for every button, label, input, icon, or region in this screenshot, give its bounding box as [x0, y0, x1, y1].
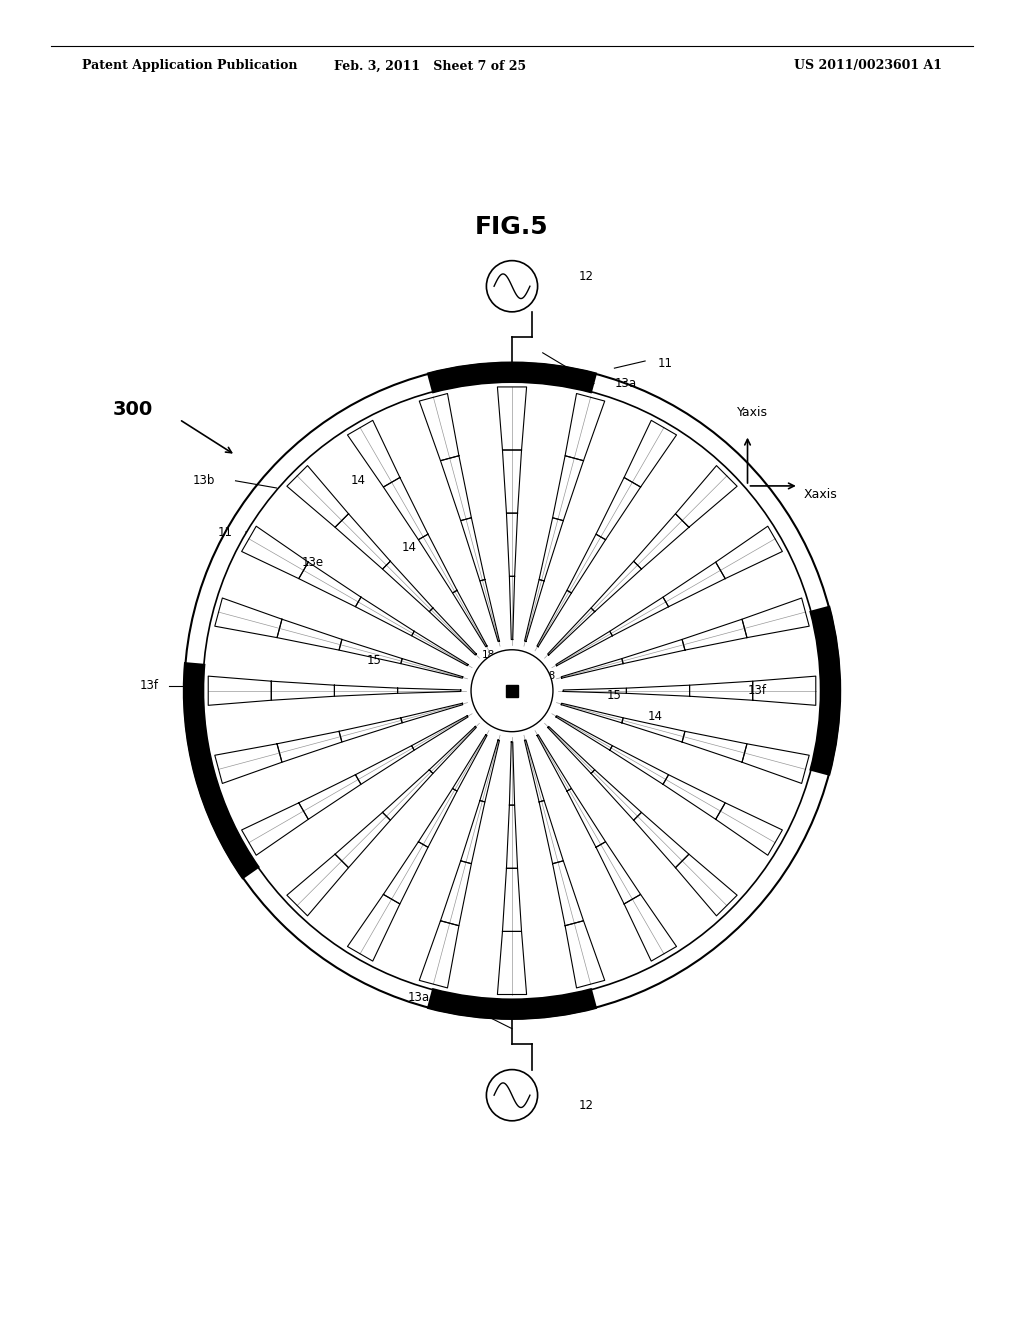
Text: 13f: 13f	[139, 678, 159, 692]
Text: 14: 14	[402, 541, 417, 554]
Text: 13b: 13b	[193, 474, 215, 487]
Text: 15: 15	[367, 653, 381, 667]
Circle shape	[203, 381, 821, 1001]
Text: FIG.5: FIG.5	[475, 215, 549, 239]
Text: 300: 300	[113, 400, 154, 418]
Wedge shape	[183, 663, 260, 879]
Wedge shape	[427, 987, 597, 1020]
Text: 12: 12	[579, 1100, 594, 1111]
Text: 15: 15	[607, 689, 622, 702]
Wedge shape	[809, 606, 842, 776]
Circle shape	[471, 649, 553, 731]
Bar	[506, 685, 518, 697]
Text: 13a: 13a	[408, 991, 430, 1005]
Text: 16: 16	[527, 663, 541, 672]
Text: Patent Application Publication: Patent Application Publication	[82, 59, 297, 73]
Text: 13f: 13f	[748, 684, 767, 697]
Text: 18: 18	[506, 672, 518, 681]
Wedge shape	[427, 362, 597, 393]
Text: 11: 11	[218, 525, 232, 539]
Text: US 2011/0023601 A1: US 2011/0023601 A1	[794, 59, 942, 73]
Text: 13e: 13e	[301, 556, 324, 569]
Text: 11: 11	[658, 356, 673, 370]
Text: 13a: 13a	[614, 378, 637, 389]
Text: 18: 18	[543, 672, 556, 681]
Text: 18: 18	[482, 649, 495, 660]
Text: Feb. 3, 2011   Sheet 7 of 25: Feb. 3, 2011 Sheet 7 of 25	[334, 59, 526, 73]
Text: 14: 14	[351, 474, 366, 487]
Text: Yaxis: Yaxis	[737, 407, 768, 420]
Text: Xaxis: Xaxis	[804, 487, 838, 500]
Text: 12: 12	[579, 269, 594, 282]
Text: 19: 19	[493, 672, 505, 681]
Text: 14: 14	[648, 710, 663, 723]
